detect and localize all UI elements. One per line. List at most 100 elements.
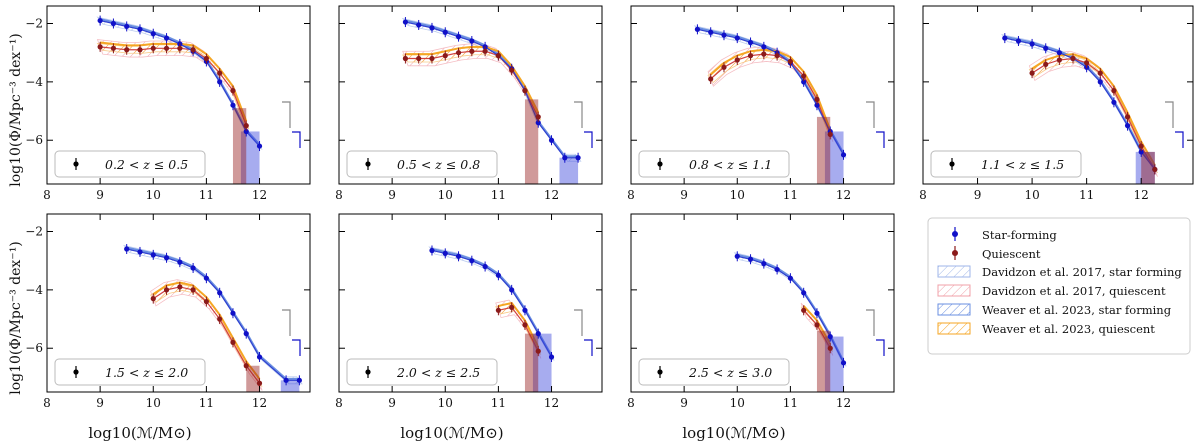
x-tick-label: 10 (730, 188, 745, 202)
legend-item-weaver-sf: Weaver et al. 2023, star forming (937, 303, 1172, 317)
q-upper-uncertainty (246, 365, 260, 392)
quiescent-point (761, 51, 767, 57)
x-axis-label-1: log10(ℳ/M⊙) (88, 424, 191, 442)
quiescent-point (801, 307, 807, 313)
legend-weaver-sf-label: Weaver et al. 2023, star forming (982, 303, 1172, 317)
quiescent-point (442, 53, 448, 59)
legend-item-star-forming: Star-forming (952, 227, 1057, 242)
y-axis-label-bottom: log10(Φ/Mpc⁻³ dex⁻¹) (8, 241, 24, 395)
legend-davidzon-sf-swatch (937, 265, 971, 278)
legend-weaver-sf-swatch (937, 303, 971, 316)
quiescent-point (150, 45, 156, 51)
z-range-label: 2.5 < z ≤ 3.0 (688, 365, 772, 380)
panel-7: 8 9 10 11 12 2.5 < z ≤ 3.0 (627, 213, 895, 410)
quiescent-point (190, 47, 196, 53)
x-axis-label-3: log10(ℳ/M⊙) (682, 424, 785, 442)
q-upper-uncertainty (524, 333, 539, 392)
limit-arrow-blue (292, 131, 301, 148)
z-range-label: 1.5 < z ≤ 2.0 (105, 365, 188, 380)
weaver-sf-line (1004, 35, 1156, 169)
weaver-q-line (498, 301, 540, 348)
z-range-label: 2.0 < z ≤ 2.5 (396, 365, 480, 380)
plot-area (96, 15, 263, 184)
sf-upper-uncertainty (532, 333, 552, 392)
quiescent-point (814, 96, 820, 102)
panel-4: 8 9 10 11 12 1.1 < z ≤ 1.5 (919, 5, 1194, 202)
x-tick-label: 12 (1134, 188, 1149, 202)
legend-davidzon-q-swatch (937, 284, 971, 297)
x-tick-label: 10 (438, 188, 453, 202)
quiescent-point (1070, 55, 1076, 62)
quiescent-point (721, 64, 727, 70)
star-forming-point (548, 354, 555, 360)
limit-arrow-blue (876, 339, 885, 356)
x-tick-label: 12 (836, 188, 851, 202)
z-label-box (638, 358, 790, 386)
star-forming-point (482, 263, 488, 270)
x-tick-label: 11 (199, 396, 214, 410)
axes-frame (630, 213, 895, 393)
quiescent-point (509, 67, 515, 73)
quiescent-point (801, 73, 807, 79)
quiescent-point (243, 123, 249, 129)
weaver-sf-line (431, 248, 553, 357)
star-forming-point (1138, 149, 1144, 155)
quiescent-point (1029, 70, 1035, 76)
quiescent-point (1111, 88, 1117, 94)
star-forming-point (1043, 45, 1049, 51)
x-tick-label: 12 (252, 188, 267, 202)
quiescent-point (1043, 61, 1049, 67)
x-tick-label: 9 (388, 188, 396, 202)
z-range-label: 1.1 < z ≤ 1.5 (981, 157, 1064, 172)
limit-arrow-grey (282, 101, 291, 128)
x-tick-label: 11 (783, 188, 798, 202)
star-forming-point (747, 256, 754, 262)
quiescent-point (150, 296, 156, 302)
q-upper-uncertainty (816, 116, 831, 184)
x-tick-label: 12 (252, 396, 267, 410)
x-tick-label: 9 (388, 396, 396, 410)
weaver-sf-line (697, 26, 845, 154)
star-forming-point (230, 102, 236, 108)
star-forming-point (1111, 99, 1117, 105)
x-tick-label: 11 (491, 396, 506, 410)
x-tick-label: 9 (96, 188, 104, 202)
star-forming-point (469, 38, 475, 44)
x-tick-label: 8 (627, 396, 635, 410)
q-upper-uncertainty (232, 108, 247, 184)
z-label-marker (365, 369, 371, 375)
limit-arrow-blue (584, 339, 593, 356)
z-label-marker (949, 161, 955, 167)
z-label-marker (657, 369, 663, 375)
x-tick-label: 12 (836, 396, 851, 410)
x-tick-label: 8 (335, 396, 343, 410)
limit-arrow-grey (282, 309, 291, 336)
star-forming-point (137, 26, 143, 32)
q-upper-uncertainty (524, 99, 539, 184)
x-tick-label: 11 (1079, 188, 1094, 202)
legend-item-davidzon-sf: Davidzon et al. 2017, star forming (937, 265, 1182, 279)
sf-upper-uncertainty (559, 157, 579, 184)
x-tick-label: 9 (974, 188, 982, 202)
y-axis-label-top: log10(Φ/Mpc⁻³ dex⁻¹) (8, 33, 24, 187)
quiescent-point (827, 345, 833, 351)
star-forming-point (814, 310, 820, 316)
z-range-label: 0.8 < z ≤ 1.1 (689, 157, 772, 172)
x-tick-label: 10 (1024, 188, 1039, 202)
plot-area (401, 17, 582, 184)
star-forming-point (230, 310, 236, 316)
quiescent-point (177, 45, 183, 51)
star-forming-point (1124, 123, 1131, 129)
plot-area (693, 24, 847, 184)
panel-5: 8 9 10 11 12 −2 −4 −6 1.5 < z ≤ 2.0 (25, 213, 311, 410)
panel-1: 8 9 10 11 12 −2 −4 −6 0.2 < z ≤ 0.5 (25, 5, 311, 202)
star-forming-point (243, 128, 249, 135)
x-tick-label: 12 (544, 188, 559, 202)
quiescent-point (814, 322, 820, 328)
star-forming-point (522, 307, 528, 313)
quiescent-point (110, 45, 117, 51)
quiescent-point (495, 307, 501, 313)
star-forming-point (734, 35, 740, 41)
x-tick-label: 11 (491, 188, 506, 202)
quiescent-point (402, 55, 409, 62)
